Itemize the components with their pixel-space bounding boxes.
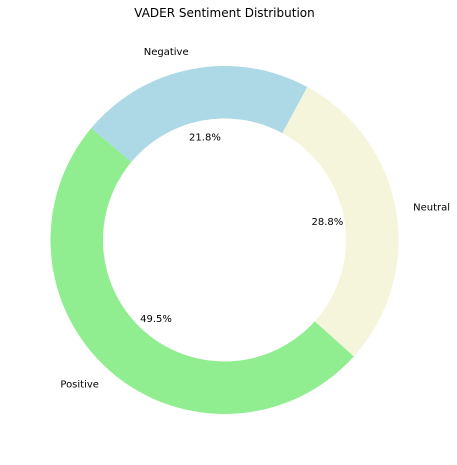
slice-neutral — [282, 86, 399, 357]
percent-label-negative: 21.8% — [189, 132, 221, 143]
slice-label-negative: Negative — [144, 47, 189, 58]
slice-positive — [50, 128, 354, 414]
chart-title: VADER Sentiment Distribution — [134, 6, 314, 20]
slice-label-neutral: Neutral — [413, 202, 450, 213]
slice-negative — [91, 66, 308, 162]
percent-label-positive: 49.5% — [140, 314, 172, 325]
slice-labels: Positive 49.5% Neutral 28.8% Negative 21.8% — [60, 47, 450, 390]
percent-label-neutral: 28.8% — [311, 217, 343, 228]
donut-slices — [50, 66, 399, 414]
slice-label-positive: Positive — [60, 379, 99, 390]
